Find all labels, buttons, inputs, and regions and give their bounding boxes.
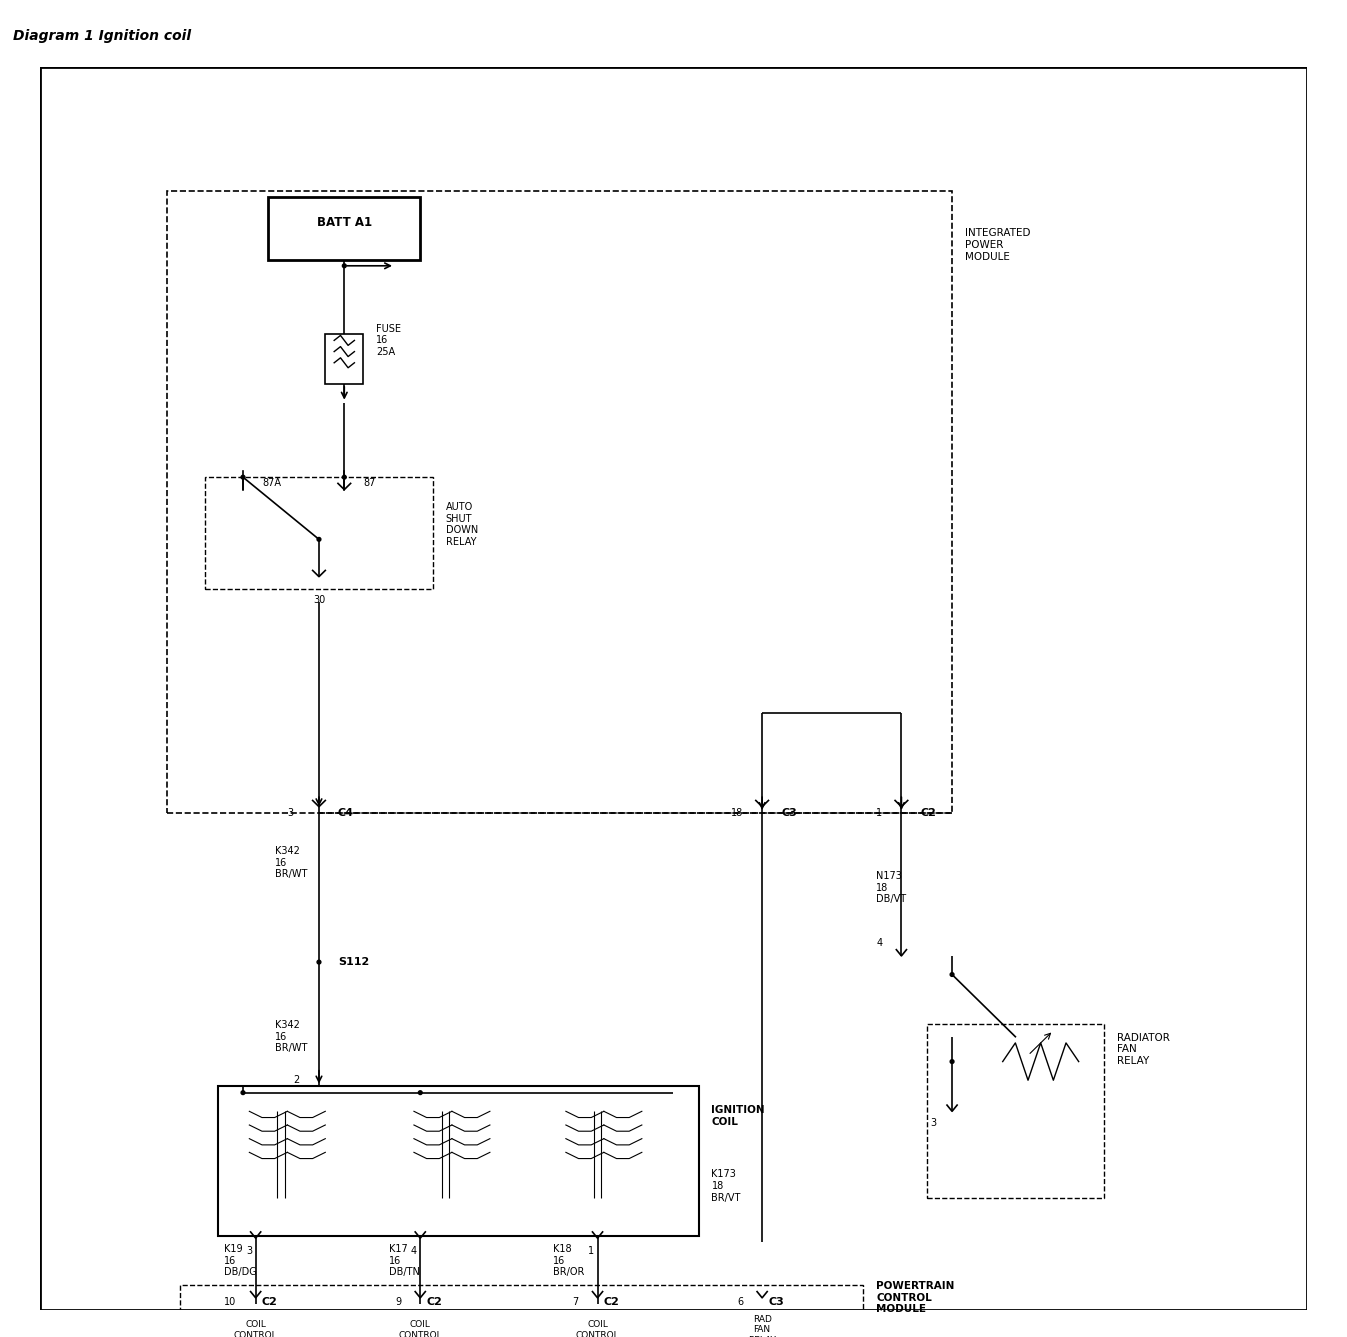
- Bar: [268, 198, 420, 259]
- Bar: [167, 191, 952, 813]
- Circle shape: [317, 537, 321, 541]
- Text: AUTO
SHUT
DOWN
RELAY: AUTO SHUT DOWN RELAY: [446, 503, 478, 547]
- Text: 9: 9: [395, 1297, 401, 1306]
- Text: 4: 4: [877, 939, 882, 948]
- Text: 10: 10: [225, 1297, 237, 1306]
- Circle shape: [419, 1091, 422, 1095]
- Text: C2: C2: [261, 1297, 277, 1306]
- Text: COIL
CONTROL
NO. 3: COIL CONTROL NO. 3: [575, 1320, 620, 1337]
- Text: 1: 1: [877, 808, 882, 818]
- Text: 4: 4: [411, 1246, 418, 1255]
- Text: POWERTRAIN
CONTROL
MODULE: POWERTRAIN CONTROL MODULE: [876, 1281, 955, 1314]
- Bar: [218, 1087, 699, 1235]
- Text: C2: C2: [603, 1297, 620, 1306]
- Text: K17
16
DB/TN: K17 16 DB/TN: [388, 1243, 419, 1277]
- Text: 6: 6: [737, 1297, 744, 1306]
- Bar: [927, 1024, 1105, 1198]
- Text: K342
16
BR/WT: K342 16 BR/WT: [275, 846, 307, 880]
- Circle shape: [950, 973, 954, 976]
- Text: K19
16
DB/DG: K19 16 DB/DG: [224, 1243, 257, 1277]
- Text: K173
18
BR/VT: K173 18 BR/VT: [711, 1170, 741, 1202]
- Circle shape: [241, 476, 245, 479]
- Text: K342
16
BR/WT: K342 16 BR/WT: [275, 1020, 307, 1054]
- Text: Diagram 1 Ignition coil: Diagram 1 Ignition coil: [13, 29, 191, 43]
- Text: FUSE
16
25A: FUSE 16 25A: [376, 324, 401, 357]
- Text: C2: C2: [427, 1297, 442, 1306]
- Circle shape: [317, 960, 321, 964]
- Text: 7: 7: [572, 1297, 578, 1306]
- Text: S112: S112: [338, 957, 369, 967]
- Text: 18: 18: [731, 808, 744, 818]
- Bar: [179, 1285, 863, 1337]
- Text: C2: C2: [920, 808, 936, 818]
- Circle shape: [950, 1060, 954, 1063]
- Text: K18
16
BR/OR: K18 16 BR/OR: [554, 1243, 585, 1277]
- Text: COIL
CONTROL
NO. 2: COIL CONTROL NO. 2: [399, 1320, 442, 1337]
- Circle shape: [241, 1091, 245, 1095]
- Text: C3: C3: [768, 1297, 784, 1306]
- Text: BATT A1: BATT A1: [317, 215, 372, 229]
- Text: RAD
FAN
RELAY
CONTROL: RAD FAN RELAY CONTROL: [741, 1316, 784, 1337]
- Bar: [325, 334, 364, 384]
- Text: 87A: 87A: [261, 479, 282, 488]
- Text: 3: 3: [929, 1118, 936, 1127]
- Bar: [205, 477, 432, 590]
- Text: 30: 30: [313, 595, 325, 606]
- Text: INTEGRATED
POWER
MODULE: INTEGRATED POWER MODULE: [964, 229, 1030, 262]
- Text: 1: 1: [589, 1246, 594, 1255]
- Text: 2: 2: [294, 1075, 300, 1086]
- Text: 87: 87: [364, 479, 376, 488]
- Text: N173
18
DB/VT: N173 18 DB/VT: [876, 870, 907, 904]
- Text: RADIATOR
FAN
RELAY: RADIATOR FAN RELAY: [1117, 1032, 1169, 1066]
- Text: COIL
CONTROL
NO. 1: COIL CONTROL NO. 1: [234, 1320, 277, 1337]
- Circle shape: [342, 263, 346, 267]
- Circle shape: [342, 476, 346, 479]
- Text: 3: 3: [287, 808, 294, 818]
- Text: IGNITION
COIL: IGNITION COIL: [711, 1106, 765, 1127]
- Text: 3: 3: [247, 1246, 252, 1255]
- Text: C3: C3: [781, 808, 797, 818]
- Text: C4: C4: [338, 808, 354, 818]
